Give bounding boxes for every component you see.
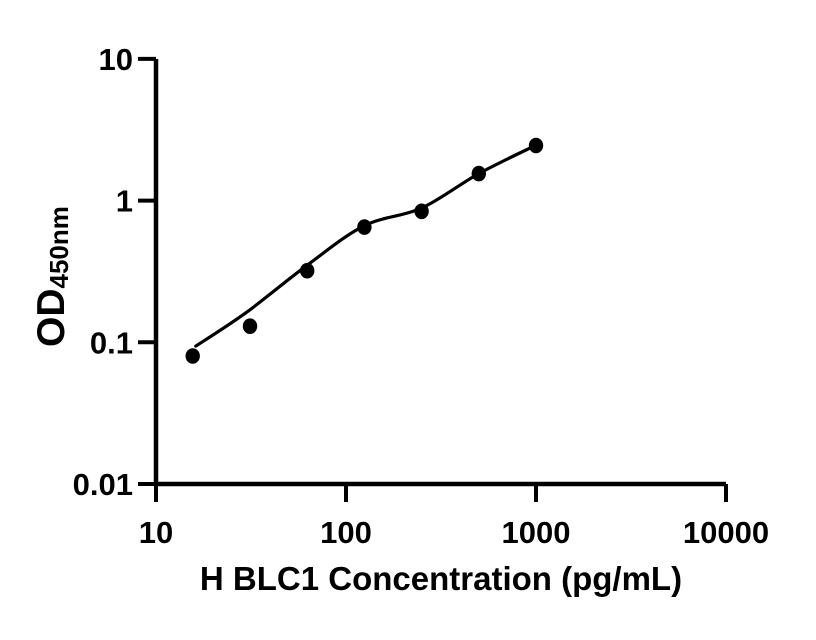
y-axis-title-subscript: 450nm — [44, 206, 74, 288]
data-point-marker — [185, 348, 200, 364]
x-tick-label: 1000 — [502, 515, 571, 550]
x-tick-label: 10000 — [683, 515, 769, 550]
data-point-marker — [357, 219, 372, 235]
data-point-marker — [471, 165, 486, 182]
tick-labels: 10 100 1000 10000 0.01 0.1 1 10 — [73, 42, 769, 550]
tick-marks — [138, 56, 728, 502]
y-tick-label: 0.1 — [90, 325, 133, 360]
data-point-marker — [528, 137, 544, 154]
x-axis-title: H BLC1 Concentration (pg/mL) — [200, 560, 682, 597]
x-tick-label: 100 — [320, 515, 372, 550]
data-point-marker — [242, 318, 258, 335]
x-tick-label: 10 — [139, 515, 173, 550]
y-tick-label: 1 — [116, 184, 133, 219]
data-point-markers — [185, 137, 544, 364]
data-point-marker — [414, 203, 429, 220]
axis-lines — [153, 59, 726, 487]
y-tick-label: 0.01 — [73, 467, 133, 502]
y-axis-title: OD450nm — [30, 206, 74, 347]
data-point-marker — [300, 262, 315, 279]
y-axis-title-main: OD — [30, 289, 73, 348]
y-tick-label: 10 — [99, 42, 133, 77]
